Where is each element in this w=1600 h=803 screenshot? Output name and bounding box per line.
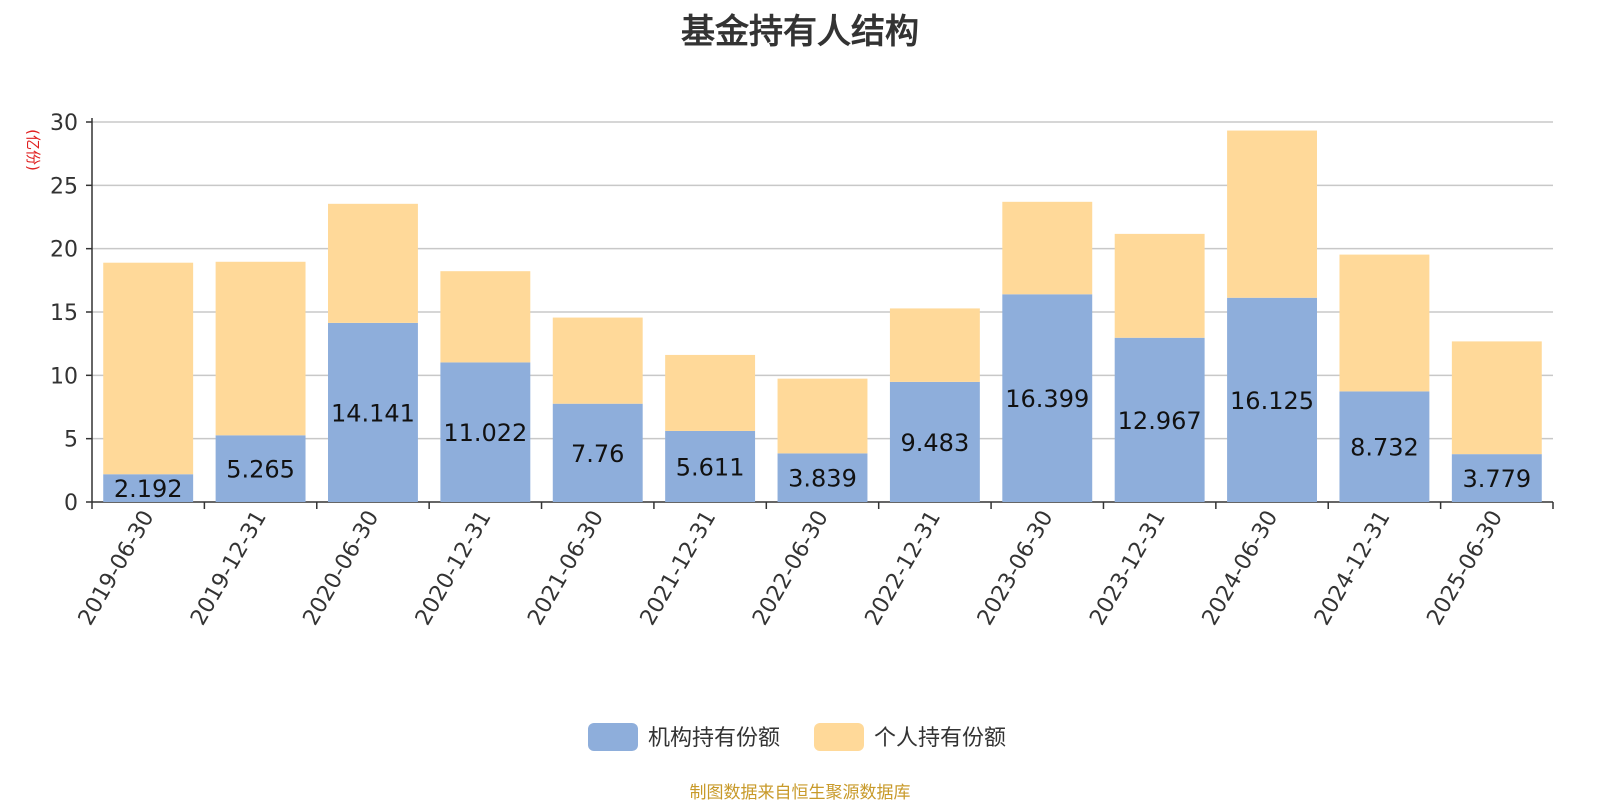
x-tick-label: 2022-12-31: [861, 507, 947, 630]
bar-value-label: 11.022: [443, 419, 527, 447]
y-tick-label: 5: [64, 428, 78, 453]
bar-value-label: 5.611: [676, 453, 745, 481]
x-tick-label: 2025-06-30: [1422, 507, 1508, 630]
bar-institutional: [328, 322, 418, 502]
y-tick-label: 15: [50, 301, 78, 326]
bar-individual: [777, 378, 868, 454]
bar-value-label: 3.839: [788, 465, 857, 493]
chart-title: 基金持有人结构: [681, 12, 919, 52]
bar-individual: [1339, 254, 1430, 392]
bar-value-label: 16.125: [1230, 387, 1314, 415]
y-tick-label: 10: [50, 364, 78, 389]
bar-institutional: [1339, 391, 1430, 502]
bar-value-label: 16.399: [1005, 385, 1089, 413]
bar-individual: [1114, 233, 1205, 338]
bar-individual: [1002, 201, 1093, 295]
bar-institutional: [440, 362, 531, 502]
y-tick-label: 30: [50, 111, 78, 136]
y-axis-label: (亿份): [24, 129, 42, 171]
y-tick-label: 0: [64, 491, 78, 516]
bar-individual: [1451, 341, 1542, 455]
bar-institutional: [1451, 454, 1542, 502]
legend-swatch: [814, 723, 864, 751]
bar-individual: [552, 317, 643, 404]
x-tick-label: 2022-06-30: [748, 507, 834, 630]
x-tick-label: 2019-06-30: [74, 507, 160, 630]
bar-individual: [103, 262, 194, 475]
x-tick-label: 2021-12-31: [636, 507, 722, 630]
bar-value-label: 8.732: [1350, 434, 1419, 462]
bar-value-label: 14.141: [331, 399, 415, 427]
bar-institutional: [777, 453, 868, 502]
data-source-note: 制图数据来自恒生聚源数据库: [689, 783, 911, 803]
bar-institutional: [1114, 337, 1205, 502]
legend-label: 个人持有份额: [874, 726, 1006, 751]
legend-label: 机构持有份额: [648, 726, 780, 751]
bar-individual: [889, 308, 980, 382]
x-tick-label: 2019-12-31: [186, 507, 272, 630]
bar-institutional: [103, 474, 194, 502]
bar-individual: [440, 271, 531, 363]
y-tick-label: 25: [50, 174, 78, 199]
x-tick-label: 2023-12-31: [1085, 507, 1171, 630]
legend-swatch: [588, 723, 638, 751]
y-tick-label: 20: [50, 238, 78, 263]
x-tick-label: 2021-06-30: [523, 507, 609, 630]
bar-individual: [1227, 130, 1317, 298]
bar-individual: [665, 354, 756, 431]
bar-institutional: [1002, 294, 1093, 502]
bar-institutional: [1227, 297, 1317, 502]
bar-value-label: 12.967: [1118, 407, 1202, 435]
bar-individual: [328, 203, 418, 323]
bar-institutional: [552, 403, 643, 502]
x-tick-label: 2024-12-31: [1310, 507, 1396, 630]
bar-value-label: 5.265: [226, 456, 295, 484]
bar-institutional: [889, 381, 980, 502]
bar-value-label: 7.76: [571, 440, 624, 468]
bar-value-label: 9.483: [901, 429, 970, 457]
bar-individual: [215, 261, 306, 436]
x-tick-label: 2020-06-30: [299, 507, 385, 630]
bar-institutional: [215, 435, 306, 502]
bar-value-label: 3.779: [1462, 465, 1531, 493]
x-tick-label: 2024-06-30: [1198, 507, 1284, 630]
bar-value-label: 2.192: [114, 475, 183, 503]
x-tick-label: 2023-06-30: [973, 507, 1059, 630]
bar-institutional: [665, 430, 756, 502]
x-tick-label: 2020-12-31: [411, 507, 497, 630]
